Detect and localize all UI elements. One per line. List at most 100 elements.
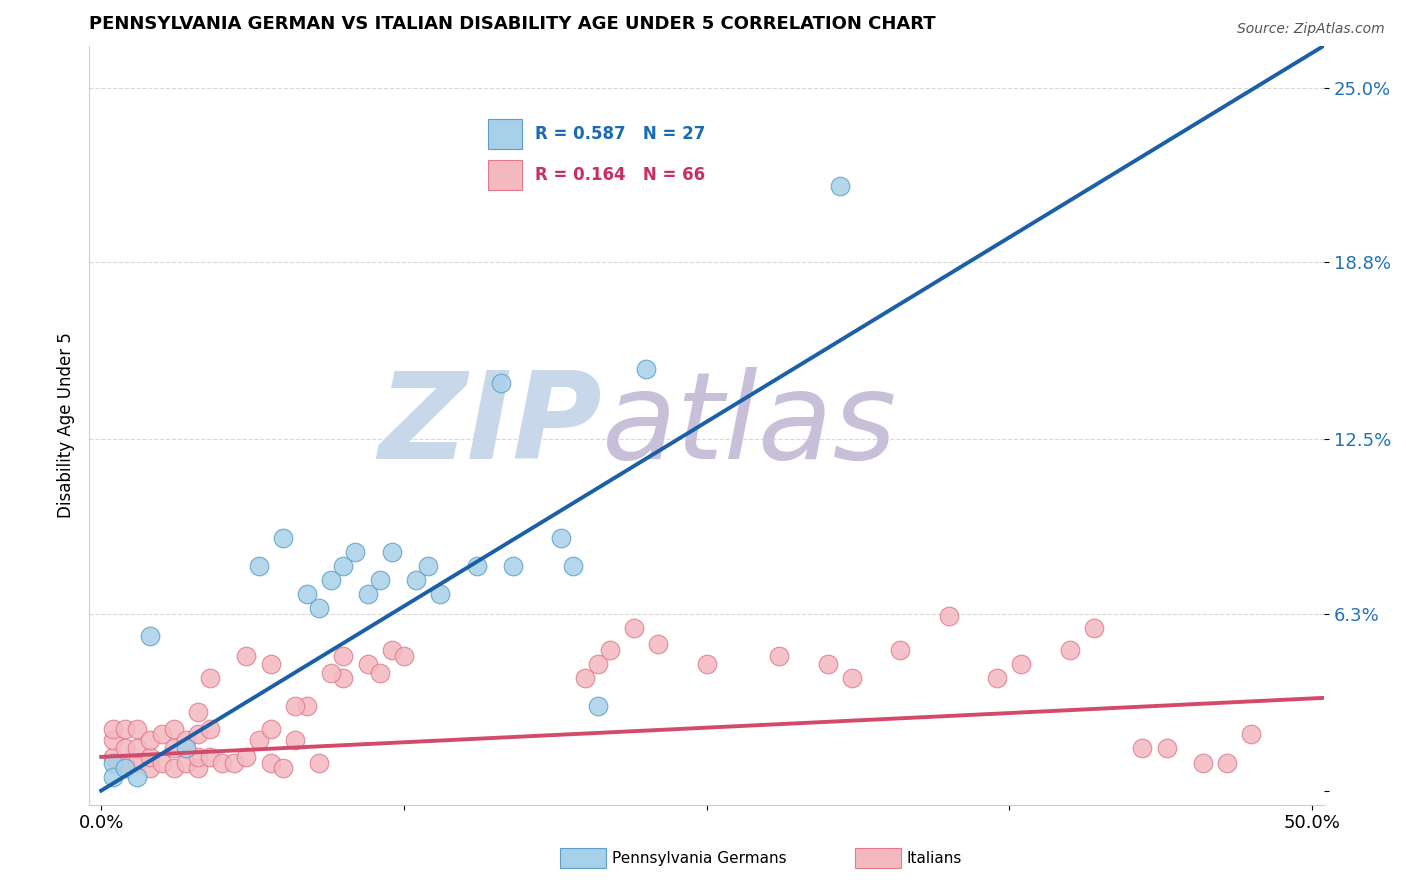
Point [489,376,512,390]
Point [1059,643,1081,657]
Point [260,722,283,736]
Point [150,727,173,741]
Point [841,671,863,685]
Point [163,741,186,756]
Point [103,750,125,764]
Point [986,671,1008,685]
Point [260,657,283,672]
Point [198,671,221,685]
Text: Italians: Italians [907,851,962,865]
Point [114,756,136,770]
Point [114,761,136,775]
Point [174,741,197,756]
Point [127,741,149,756]
Point [416,558,439,573]
Point [163,761,186,775]
Point [247,733,270,747]
Point [1216,756,1239,770]
Point [1156,741,1178,756]
Point [392,648,415,663]
Point [938,609,960,624]
Point [586,657,609,672]
Point [1192,756,1215,770]
Point [405,573,427,587]
Point [586,699,609,714]
Point [211,756,233,770]
Point [235,750,257,764]
Point [284,699,307,714]
Point [103,722,125,736]
Point [295,699,318,714]
Y-axis label: Disability Age Under 5: Disability Age Under 5 [58,332,75,518]
Point [284,733,307,747]
Point [150,756,173,770]
Point [368,665,391,680]
Point [1010,657,1032,672]
Point [308,756,330,770]
Point [381,643,404,657]
Point [465,558,488,573]
Point [356,587,378,601]
Point [271,761,294,775]
Point [198,722,221,736]
Point [127,756,149,770]
Point [696,657,718,672]
Point [768,648,790,663]
Point [174,733,197,747]
Text: atlas: atlas [602,367,897,483]
Point [198,750,221,764]
Point [550,531,572,545]
Point [127,722,149,736]
Point [562,558,585,573]
Text: Pennsylvania Germans: Pennsylvania Germans [612,851,786,865]
Point [332,671,354,685]
Point [332,558,354,573]
Point [889,643,911,657]
Point [1240,727,1263,741]
Point [247,558,270,573]
Point [235,648,257,663]
Point [174,756,197,770]
Point [429,587,451,601]
Text: PENNSYLVANIA GERMAN VS ITALIAN DISABILITY AGE UNDER 5 CORRELATION CHART: PENNSYLVANIA GERMAN VS ITALIAN DISABILIT… [89,15,936,33]
Point [187,761,209,775]
Text: ZIP: ZIP [378,367,602,483]
Point [368,573,391,587]
Point [260,756,283,770]
Point [828,179,851,194]
Point [138,750,160,764]
Point [103,770,125,784]
Point [623,621,645,635]
Point [127,770,149,784]
Point [634,362,657,376]
Point [187,727,209,741]
Point [138,761,160,775]
Point [332,648,354,663]
Point [308,600,330,615]
Point [321,573,343,587]
Point [163,722,186,736]
Point [224,756,246,770]
Point [574,671,596,685]
Point [103,756,125,770]
Point [1083,621,1105,635]
Point [321,665,343,680]
Point [817,657,839,672]
Point [344,544,367,558]
Point [103,733,125,747]
Point [187,750,209,764]
Point [381,544,404,558]
Point [647,637,669,651]
Point [114,741,136,756]
Point [138,629,160,643]
Point [356,657,378,672]
Point [114,722,136,736]
Text: Source: ZipAtlas.com: Source: ZipAtlas.com [1237,22,1385,37]
Point [271,531,294,545]
Point [295,587,318,601]
Point [187,705,209,719]
Point [1132,741,1154,756]
Point [138,733,160,747]
Point [599,643,621,657]
Point [502,558,524,573]
